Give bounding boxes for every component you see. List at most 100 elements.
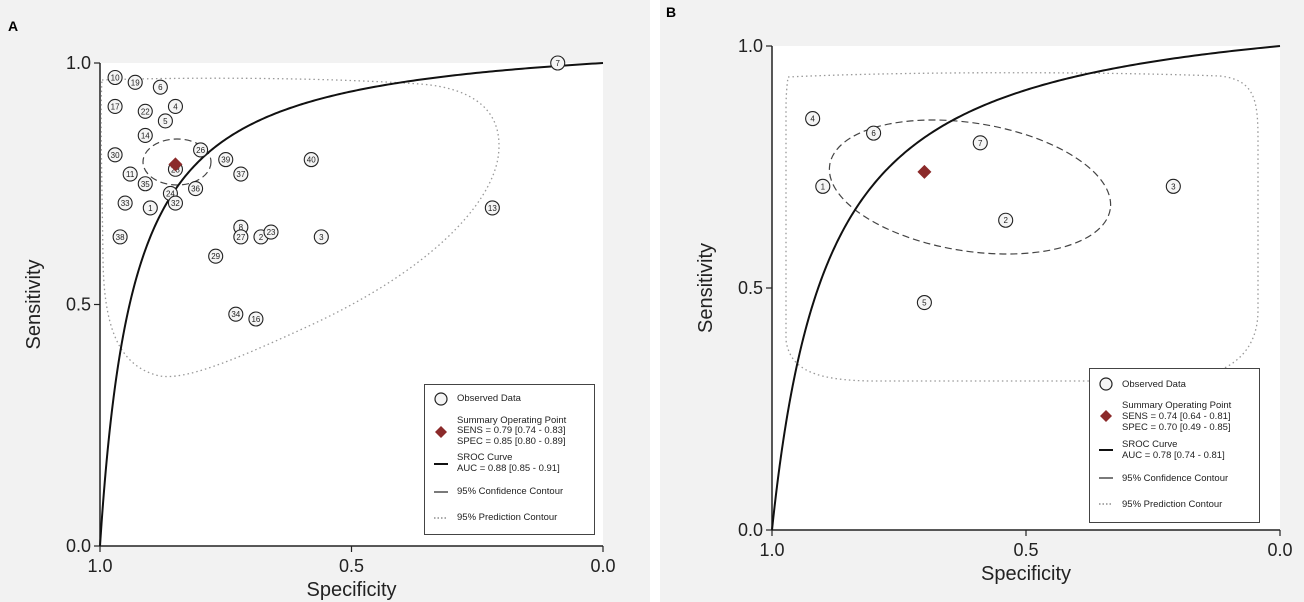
observed-point-1: 1	[815, 178, 831, 194]
observed-point-marker	[137, 127, 153, 143]
observed-point-marker	[137, 176, 153, 192]
observed-point-marker	[157, 113, 173, 129]
observed-point-marker	[248, 311, 264, 327]
observed-point-marker	[550, 55, 566, 71]
observed-point-16: 16	[248, 311, 264, 327]
observed-point-label: 32	[171, 199, 180, 208]
observed-point-13: 13	[484, 200, 500, 216]
observed-point-marker	[484, 200, 500, 216]
legend-prediction: 95% Prediction Contour	[457, 512, 558, 523]
observed-point-label: 36	[191, 185, 200, 194]
observed-point-4: 4	[167, 98, 183, 115]
observed-point-14: 14	[137, 127, 153, 143]
observed-point-10: 10	[107, 69, 123, 86]
observed-point-label: 1	[148, 204, 153, 213]
x-tick-label: 0.0	[1267, 540, 1292, 560]
observed-point-label: 7	[556, 59, 561, 68]
observed-point-label: 11	[126, 170, 135, 179]
observed-point-30: 30	[107, 147, 123, 163]
observed-point-marker	[815, 178, 831, 194]
legend-confidence: 95% Confidence Contour	[457, 486, 564, 497]
observed-point-label: 13	[488, 204, 497, 213]
observed-point-39: 39	[218, 152, 234, 168]
observed-point-marker	[167, 98, 183, 115]
observed-point-label: 38	[116, 233, 125, 242]
panel-b-letter: B	[666, 4, 677, 20]
legend-confidence-icon	[431, 485, 451, 499]
confidence-contour	[142, 138, 212, 186]
legend-spec: SPEC = 0.70 [0.49 - 0.85]	[1122, 422, 1231, 433]
observed-point-29: 29	[208, 248, 224, 264]
observed-point-marker	[137, 103, 153, 119]
observed-point-marker	[972, 135, 988, 151]
summary-operating-point	[168, 157, 183, 172]
observed-point-37: 37	[233, 166, 249, 182]
observed-point-marker	[998, 212, 1014, 228]
legend-b: Observed Data Summary Operating Point SE…	[1089, 368, 1260, 523]
observed-point-33: 33	[117, 195, 133, 211]
legend-confidence: 95% Confidence Contour	[1122, 473, 1229, 484]
legend-observed-icon	[1096, 377, 1116, 391]
y-axis-title: Sensitivity	[23, 259, 45, 349]
legend-summary-icon	[431, 425, 451, 439]
observed-point-6: 6	[152, 79, 168, 95]
legend-prediction: 95% Prediction Contour	[1122, 499, 1223, 510]
observed-point-marker	[313, 229, 329, 245]
observed-point-3: 3	[1165, 178, 1181, 194]
observed-point-label: 29	[211, 252, 220, 261]
observed-point-label: 16	[251, 315, 260, 324]
observed-point-marker	[805, 111, 821, 127]
observed-point-19: 19	[127, 74, 143, 90]
observed-point-marker	[127, 74, 143, 90]
panel-a: A 1.0 0.5 0.0 0.0 0.5 1.0 Specificity Sensitivi…	[0, 0, 650, 602]
x-axis-title: Specificity	[306, 579, 396, 601]
observed-point-marker	[152, 79, 168, 95]
observed-point-label: 30	[111, 151, 120, 160]
observed-point-40: 40	[303, 152, 319, 168]
observed-point-marker	[233, 229, 249, 245]
observed-point-marker	[142, 200, 158, 216]
observed-point-label: 40	[307, 156, 316, 165]
observed-point-32: 32	[167, 195, 183, 211]
observed-point-label: 6	[158, 83, 163, 92]
x-tick-label: 1.0	[87, 556, 112, 576]
y-tick-label: 1.0	[738, 36, 763, 56]
observed-point-label: 27	[236, 233, 245, 242]
observed-point-label: 6	[871, 129, 876, 138]
y-tick-label: 1.0	[66, 53, 91, 73]
panel-a-letter: A	[8, 18, 19, 34]
observed-point-6: 6	[866, 125, 882, 141]
sroc-curve	[771, 45, 1281, 531]
x-tick-label: 0.5	[1013, 540, 1038, 560]
observed-point-marker	[1165, 178, 1181, 194]
observed-point-38: 38	[112, 229, 128, 245]
observed-point-marker	[218, 152, 234, 168]
legend-spec: SPEC = 0.85 [0.80 - 0.89]	[457, 436, 566, 447]
observed-point-marker	[107, 147, 123, 163]
observed-point-marker	[193, 142, 209, 158]
y-tick-label: 0.5	[738, 278, 763, 298]
observed-point-2: 2	[998, 212, 1014, 228]
observed-point-label: 34	[231, 310, 240, 319]
observed-point-label: 4	[173, 102, 178, 111]
x-tick-label: 0.5	[339, 556, 364, 576]
legend-sroc-title: SROC Curve	[457, 452, 513, 463]
legend-sroc-icon	[431, 457, 451, 471]
legend-observed-label: Observed Data	[457, 393, 521, 404]
observed-point-7: 7	[550, 55, 566, 71]
observed-point-label: 10	[111, 73, 120, 82]
observed-point-7: 7	[972, 135, 988, 151]
observed-point-label: 26	[196, 146, 205, 155]
legend-sroc-icon	[1096, 443, 1116, 457]
observed-point-marker	[117, 195, 133, 211]
observed-point-26: 26	[193, 142, 209, 158]
observed-point-label: 19	[131, 78, 140, 87]
observed-point-label: 7	[978, 139, 983, 148]
observed-point-marker	[228, 306, 244, 322]
confidence-contour	[828, 119, 1112, 255]
observed-point-marker	[107, 69, 123, 86]
observed-point-marker	[866, 125, 882, 141]
legend-summary-title: Summary Operating Point	[1122, 400, 1232, 411]
observed-point-1: 1	[142, 200, 158, 216]
observed-point-label: 14	[141, 131, 150, 140]
